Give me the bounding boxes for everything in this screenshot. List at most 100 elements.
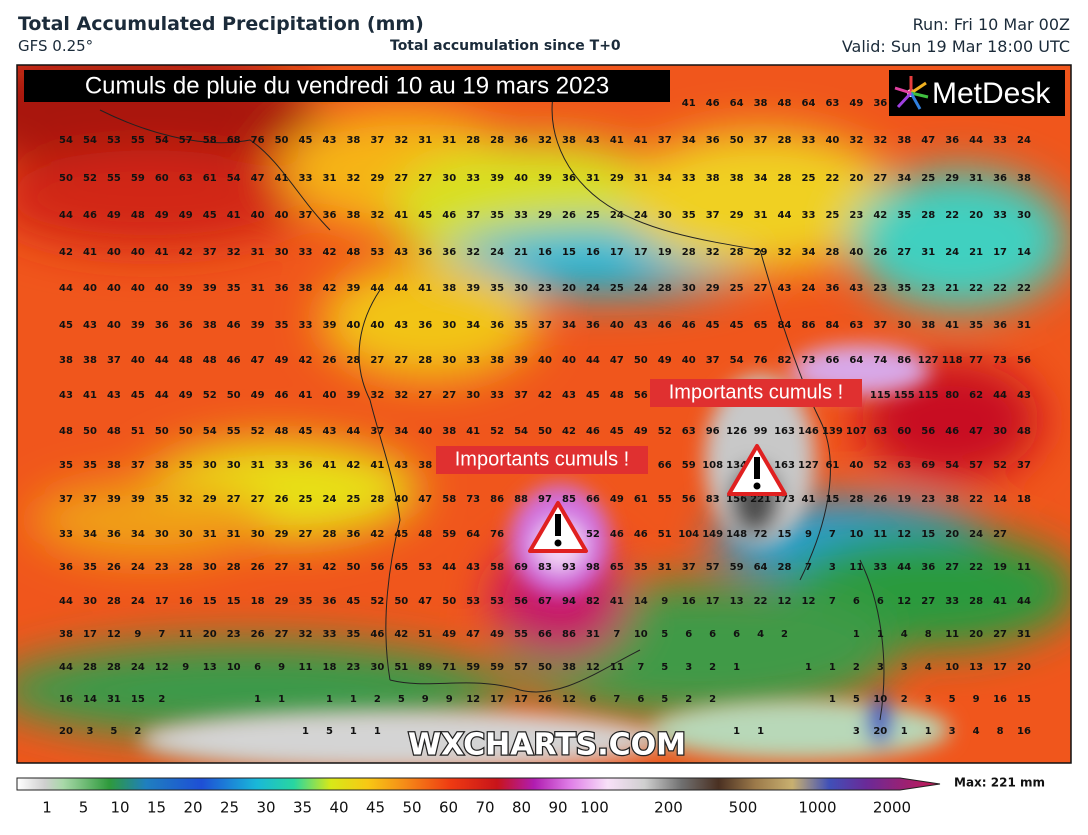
grid-value: 50 xyxy=(275,135,289,146)
grid-value: 3 xyxy=(877,662,884,673)
grid-value: 49 xyxy=(490,629,504,640)
grid-value: 42 xyxy=(322,283,336,294)
grid-value: 20 xyxy=(969,629,983,640)
grid-value: 41 xyxy=(801,494,815,505)
grid-value: 30 xyxy=(682,283,696,294)
grid-value: 43 xyxy=(778,283,792,294)
grid-value: 44 xyxy=(897,562,911,573)
grid-value: 4 xyxy=(925,662,932,673)
grid-value: 15 xyxy=(203,596,217,607)
grid-value: 80 xyxy=(945,390,959,401)
grid-value: 30 xyxy=(179,529,193,540)
grid-value: 47 xyxy=(921,135,935,146)
grid-value: 38 xyxy=(562,662,576,673)
grid-value: 37 xyxy=(873,320,887,331)
grid-value: 26 xyxy=(251,562,265,573)
grid-value: 33 xyxy=(299,247,313,258)
grid-value: 40 xyxy=(825,135,839,146)
grid-value: 22 xyxy=(754,596,768,607)
grid-value: 27 xyxy=(993,529,1007,540)
grid-value: 35 xyxy=(490,210,504,221)
grid-value: 25 xyxy=(730,283,744,294)
grid-value: 89 xyxy=(418,662,432,673)
grid-value: 55 xyxy=(227,426,241,437)
grid-value: 23 xyxy=(873,283,887,294)
grid-value: 16 xyxy=(179,596,193,607)
grid-value: 24 xyxy=(945,247,959,258)
grid-value: 28 xyxy=(490,135,504,146)
grid-value: 58 xyxy=(490,562,504,573)
grid-value: 5 xyxy=(398,694,405,705)
grid-value: 40 xyxy=(275,210,289,221)
grid-value: 39 xyxy=(322,320,336,331)
grid-value: 1 xyxy=(278,694,285,705)
grid-value: 7 xyxy=(637,662,644,673)
grid-value: 3 xyxy=(853,726,860,737)
grid-value: 36 xyxy=(921,562,935,573)
grid-value: 52 xyxy=(873,460,887,471)
grid-value: 47 xyxy=(418,596,432,607)
grid-value: 28 xyxy=(418,355,432,366)
grid-value: 73 xyxy=(801,355,815,366)
grid-value: 24 xyxy=(1017,135,1031,146)
grid-value: 8 xyxy=(925,629,932,640)
grid-value: 2 xyxy=(158,694,165,705)
grid-value: 30 xyxy=(514,283,528,294)
grid-value: 2 xyxy=(853,662,860,673)
grid-value: 36 xyxy=(179,320,193,331)
grid-value: 48 xyxy=(346,247,360,258)
colorbar-label: 10 xyxy=(110,799,129,817)
grid-value: 1 xyxy=(302,726,309,737)
grid-value: 85 xyxy=(562,494,576,505)
grid-value: 35 xyxy=(897,283,911,294)
grid-value: 63 xyxy=(682,426,696,437)
grid-value: 9 xyxy=(422,694,429,705)
grid-value: 63 xyxy=(849,320,863,331)
grid-value: 49 xyxy=(442,629,456,640)
grid-value: 42 xyxy=(322,562,336,573)
grid-value: 27 xyxy=(945,562,959,573)
grid-value: 15 xyxy=(1017,694,1031,705)
grid-value: 58 xyxy=(442,494,456,505)
grid-value: 18 xyxy=(1017,494,1031,505)
grid-value: 19 xyxy=(658,247,672,258)
logo: MetDesk xyxy=(932,77,1051,110)
grid-value: 6 xyxy=(733,629,740,640)
grid-value: 17 xyxy=(514,694,528,705)
grid-value: 38 xyxy=(299,283,313,294)
grid-value: 38 xyxy=(754,98,768,109)
grid-value: 66 xyxy=(658,460,672,471)
grid-value: 41 xyxy=(83,247,97,258)
grid-value: 37 xyxy=(83,494,97,505)
grid-value: 34 xyxy=(801,247,815,258)
grid-value: 39 xyxy=(179,283,193,294)
grid-value: 5 xyxy=(949,694,956,705)
grid-value: 64 xyxy=(754,562,768,573)
grid-value: 41 xyxy=(682,98,696,109)
grid-value: 31 xyxy=(418,135,432,146)
grid-value: 61 xyxy=(203,173,217,184)
grid-value: 44 xyxy=(59,662,73,673)
grid-value: 29 xyxy=(275,596,289,607)
grid-value: 50 xyxy=(83,426,97,437)
grid-value: 17 xyxy=(490,694,504,705)
grid-value: 38 xyxy=(346,210,360,221)
grid-value: 148 xyxy=(726,529,747,540)
grid-value: 50 xyxy=(227,390,241,401)
grid-value: 39 xyxy=(203,283,217,294)
grid-value: 26 xyxy=(562,210,576,221)
grid-value: 39 xyxy=(466,283,480,294)
grid-value: 29 xyxy=(610,173,624,184)
grid-value: 30 xyxy=(203,460,217,471)
grid-value: 33 xyxy=(466,355,480,366)
grid-value: 1 xyxy=(877,629,884,640)
grid-value: 39 xyxy=(131,320,145,331)
grid-value: 38 xyxy=(1017,173,1031,184)
grid-value: 45 xyxy=(610,426,624,437)
grid-value: 20 xyxy=(873,726,887,737)
colorbar-label: 35 xyxy=(293,799,312,817)
grid-value: 50 xyxy=(394,596,408,607)
grid-value: 37 xyxy=(370,426,384,437)
grid-value: 41 xyxy=(394,210,408,221)
